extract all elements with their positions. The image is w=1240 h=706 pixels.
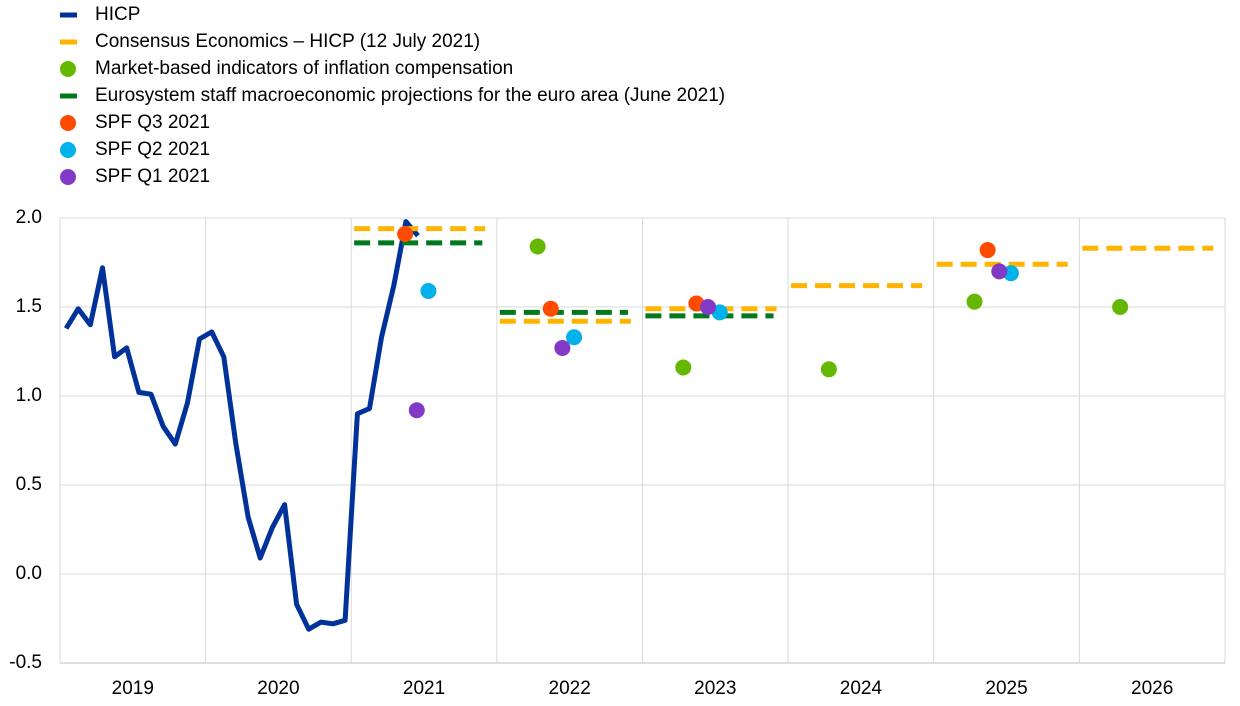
x-tick-label: 2026 bbox=[1131, 678, 1173, 699]
dot bbox=[675, 359, 692, 376]
y-tick-label: 1.5 bbox=[16, 296, 42, 317]
x-tick-label: 2025 bbox=[985, 678, 1027, 699]
x-tick-label: 2020 bbox=[257, 678, 299, 699]
legend-swatch bbox=[60, 61, 76, 77]
legend-swatch bbox=[60, 169, 76, 185]
legend-label: SPF Q1 2021 bbox=[95, 166, 210, 187]
dot bbox=[529, 238, 546, 255]
legend-label: SPF Q3 2021 bbox=[95, 112, 210, 133]
dot bbox=[991, 263, 1008, 280]
x-tick-label: 2022 bbox=[549, 678, 591, 699]
y-tick-label: -0.5 bbox=[9, 652, 42, 673]
x-tick-label: 2021 bbox=[403, 678, 445, 699]
dot bbox=[397, 226, 414, 243]
dot bbox=[820, 361, 837, 378]
y-tick-label: 2.0 bbox=[16, 207, 42, 228]
dot bbox=[420, 282, 437, 299]
dot bbox=[554, 339, 571, 356]
dot bbox=[700, 299, 717, 315]
dot bbox=[1112, 299, 1129, 315]
dot bbox=[979, 242, 996, 259]
x-tick-label: 2023 bbox=[694, 678, 736, 699]
dot bbox=[566, 329, 583, 346]
legend-label: Consensus Economics – HICP (12 July 2021… bbox=[95, 31, 480, 52]
x-tick-label: 2019 bbox=[112, 678, 154, 699]
y-tick-label: 0.0 bbox=[16, 563, 42, 584]
dot bbox=[966, 293, 983, 310]
legend-swatch bbox=[60, 115, 76, 131]
hicp-line bbox=[63, 219, 420, 632]
y-tick-label: 1.0 bbox=[16, 385, 42, 406]
dot bbox=[542, 300, 559, 317]
legend-label: SPF Q2 2021 bbox=[95, 139, 210, 160]
dot bbox=[408, 402, 425, 419]
legend-swatch bbox=[60, 142, 76, 158]
legend-label: Eurosystem staff macroeconomic projectio… bbox=[95, 85, 725, 106]
y-tick-label: 0.5 bbox=[16, 474, 42, 495]
legend-label: Market-based indicators of inflation com… bbox=[95, 58, 513, 79]
x-tick-label: 2024 bbox=[840, 678, 883, 699]
legend-label: HICP bbox=[95, 4, 140, 25]
